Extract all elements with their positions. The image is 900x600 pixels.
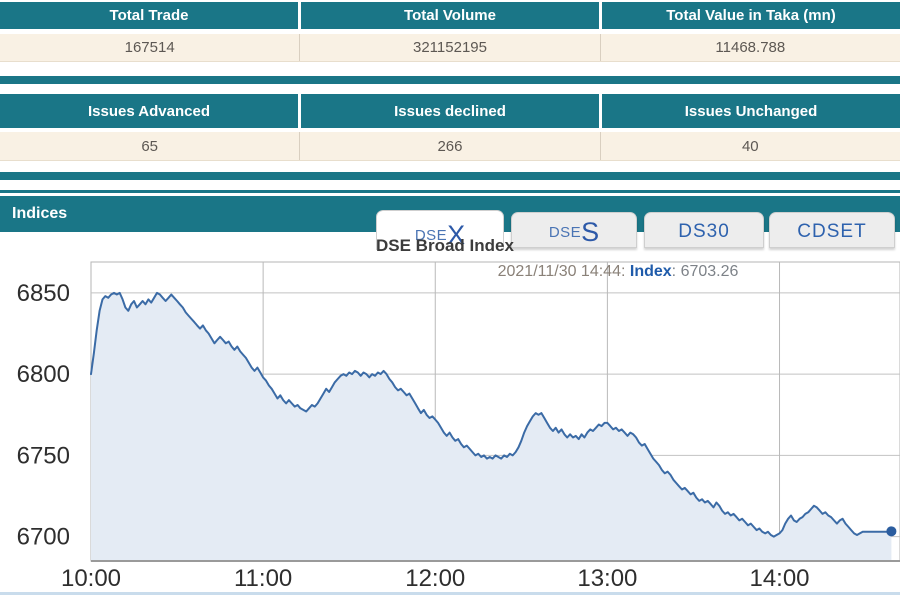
indices-section-title: Indices [12, 205, 68, 222]
total-value-value: 11468.788 [599, 34, 900, 61]
svg-text:11:00: 11:00 [234, 565, 292, 592]
section-divider-strip-2 [0, 172, 900, 180]
tab-cdset[interactable]: CDSET [769, 212, 895, 248]
summary-table-2-header: Issues Advanced Issues declined Issues U… [0, 94, 900, 128]
issues-declined-value: 266 [299, 132, 599, 160]
summary-table-1-header: Total Trade Total Volume Total Value in … [0, 2, 900, 29]
annotation-datetime: 2021/11/30 14:44: [497, 263, 626, 280]
issues-unchanged-value: 40 [599, 132, 900, 160]
svg-text:12:00: 12:00 [405, 565, 465, 592]
svg-text:6850: 6850 [17, 280, 70, 307]
tab-dsex[interactable]: DSE X [376, 210, 504, 250]
tab-cdset-label: CDSET [797, 221, 867, 242]
svg-text:10:00: 10:00 [61, 565, 121, 592]
chart-title: DSE Broad Index [376, 236, 514, 255]
svg-text:13:00: 13:00 [577, 565, 637, 592]
annotation-index-label: Index [629, 263, 672, 280]
section-divider-strip-1 [0, 76, 900, 84]
svg-text:6700: 6700 [17, 524, 70, 551]
svg-text:14:00: 14:00 [749, 565, 809, 592]
tab-dsex-prefix: DSE [414, 227, 448, 244]
annotation-index-value: : 6703.26 [671, 263, 739, 280]
tab-dses-big-letter: S [581, 217, 600, 247]
issues-advanced-value: 65 [141, 137, 158, 155]
svg-text:6800: 6800 [17, 361, 70, 388]
indices-top-rule [0, 190, 900, 193]
total-value-header: Total Value in Taka (mn) [602, 2, 900, 29]
total-trade-value: 167514 [124, 39, 175, 56]
tab-ds30-label: DS30 [678, 221, 730, 242]
issues-advanced-header: Issues Advanced [0, 94, 298, 128]
issues-unchanged-header: Issues Unchanged [602, 94, 900, 128]
total-trade-header: Total Trade [0, 2, 298, 29]
summary-table-1-values: 167514 321152195 11468.788 [0, 34, 900, 62]
svg-text:6750: 6750 [17, 442, 70, 469]
chart-last-point-annotation: 2021/11/30 14:44: Index: 6703.26 [453, 263, 783, 281]
issues-declined-header: Issues declined [301, 94, 599, 128]
total-volume-header: Total Volume [301, 2, 599, 29]
total-volume-value: 321152195 [299, 34, 599, 61]
summary-table-2-values: 65 266 40 [0, 132, 900, 161]
page-bottom-border [0, 592, 900, 595]
tab-dses[interactable]: DSE S [511, 212, 637, 248]
tab-ds30[interactable]: DS30 [644, 212, 764, 248]
tab-dses-prefix: DSE [548, 224, 582, 241]
tab-dsex-big-letter: X [447, 220, 466, 250]
